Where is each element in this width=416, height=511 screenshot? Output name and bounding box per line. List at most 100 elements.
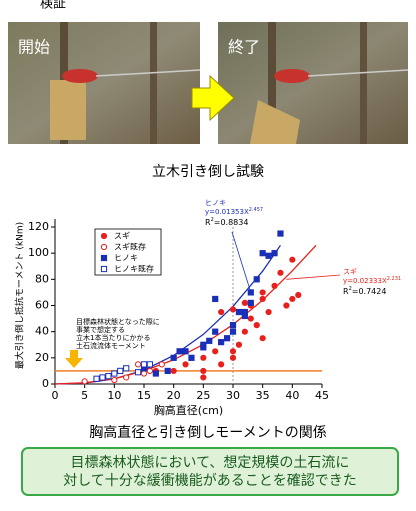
x-tick-label: 20 [167, 389, 181, 402]
point [200, 344, 207, 351]
point [146, 361, 154, 368]
r2-value: =0.8834 [214, 218, 249, 227]
point [111, 376, 118, 384]
conclusion-box [21, 447, 399, 496]
point [134, 361, 142, 368]
point [241, 299, 248, 306]
fit-equation: y=0.02333X2.231 [343, 276, 401, 286]
point [295, 291, 302, 299]
r2-exp: 2 [349, 286, 352, 292]
reference-label: 事業で想定する [76, 325, 125, 334]
point [212, 348, 219, 355]
legend-label: スギ [114, 232, 130, 241]
point [182, 348, 189, 355]
fit-equation-base: y=0.02333X [343, 277, 387, 285]
winch [274, 69, 310, 83]
point [247, 289, 254, 296]
point [277, 269, 284, 276]
r2-exp: 2 [211, 217, 214, 223]
point [206, 337, 213, 344]
point [247, 315, 254, 322]
conclusion-line: 対して十分な緩衝機能があることを確認できた [63, 473, 357, 489]
photo-start [8, 22, 200, 144]
y-axis-label: 最大引き倒し抵抗モーメント (kNm) [14, 222, 26, 369]
point [265, 308, 272, 316]
photo-caption: 立木引き倒し試験 [152, 164, 264, 180]
y-tick-label: 100 [28, 246, 49, 259]
fit-exponent: 2.231 [387, 276, 401, 282]
point [188, 354, 195, 361]
y-tick-label: 60 [35, 299, 49, 312]
point [111, 370, 118, 377]
point [93, 375, 100, 382]
chart-caption: 胸高直径と引き倒しモーメントの関係 [89, 424, 326, 441]
x-tick-label: 10 [107, 389, 121, 402]
point [182, 361, 189, 368]
fit-r2: R2=0.7424 [343, 286, 386, 296]
x-tick-label: 40 [285, 389, 299, 402]
point [241, 312, 248, 320]
x-axis-label: 胸高直径(cm) [154, 403, 223, 417]
wire [95, 69, 201, 77]
y-tick-label: 20 [35, 351, 49, 364]
annotation-leader [231, 231, 252, 293]
stump [50, 80, 86, 140]
legend-marker [100, 254, 108, 262]
point [259, 289, 266, 296]
point [235, 308, 243, 316]
fit-name: ヒノキ [205, 199, 226, 207]
x-tick-label: 30 [226, 389, 240, 402]
point [123, 365, 130, 372]
legend-label: ヒノキ既存 [114, 264, 154, 274]
point [289, 256, 296, 263]
point [200, 374, 207, 381]
tree [268, 22, 276, 144]
legend-label: スギ既存 [114, 242, 146, 252]
fit-r2: R2=0.8834 [205, 217, 248, 227]
point [247, 299, 254, 306]
annotation-leader [286, 274, 341, 280]
legend-label: ヒノキ [114, 254, 138, 263]
r2-label: R [343, 287, 349, 296]
point [170, 367, 177, 375]
point [271, 250, 278, 257]
point [158, 361, 165, 368]
x-tick-label: 5 [81, 389, 88, 402]
photo-label: 開始 [18, 38, 50, 57]
point [170, 354, 177, 361]
point [289, 295, 296, 303]
legend-marker [100, 265, 108, 273]
point [218, 308, 225, 316]
point [176, 348, 183, 355]
tree [150, 22, 157, 144]
point [229, 322, 237, 329]
point [259, 335, 266, 342]
point [105, 373, 112, 380]
point [212, 295, 219, 303]
y-tick-label: 120 [28, 220, 49, 233]
header-title: 検証 [40, 0, 66, 12]
x-tick-label: 0 [52, 389, 59, 402]
reference-label: 立木1本当たりにかかる [76, 333, 150, 342]
point [223, 335, 231, 342]
stump [250, 100, 300, 144]
legend-marker [100, 243, 108, 251]
y-tick-label: 80 [35, 272, 49, 285]
tree [360, 22, 367, 144]
reference-label: 土石流流体モーメント [76, 341, 146, 350]
point [123, 374, 130, 381]
photo-label: 終了 [228, 38, 260, 57]
point [81, 378, 88, 385]
r2-label: R [205, 218, 211, 227]
point [146, 367, 154, 375]
point [218, 361, 225, 368]
point [229, 328, 237, 335]
photo-end [218, 22, 408, 144]
x-tick-label: 45 [315, 389, 329, 402]
point [259, 295, 266, 303]
point [235, 341, 243, 348]
point [241, 328, 248, 335]
point [200, 354, 207, 361]
